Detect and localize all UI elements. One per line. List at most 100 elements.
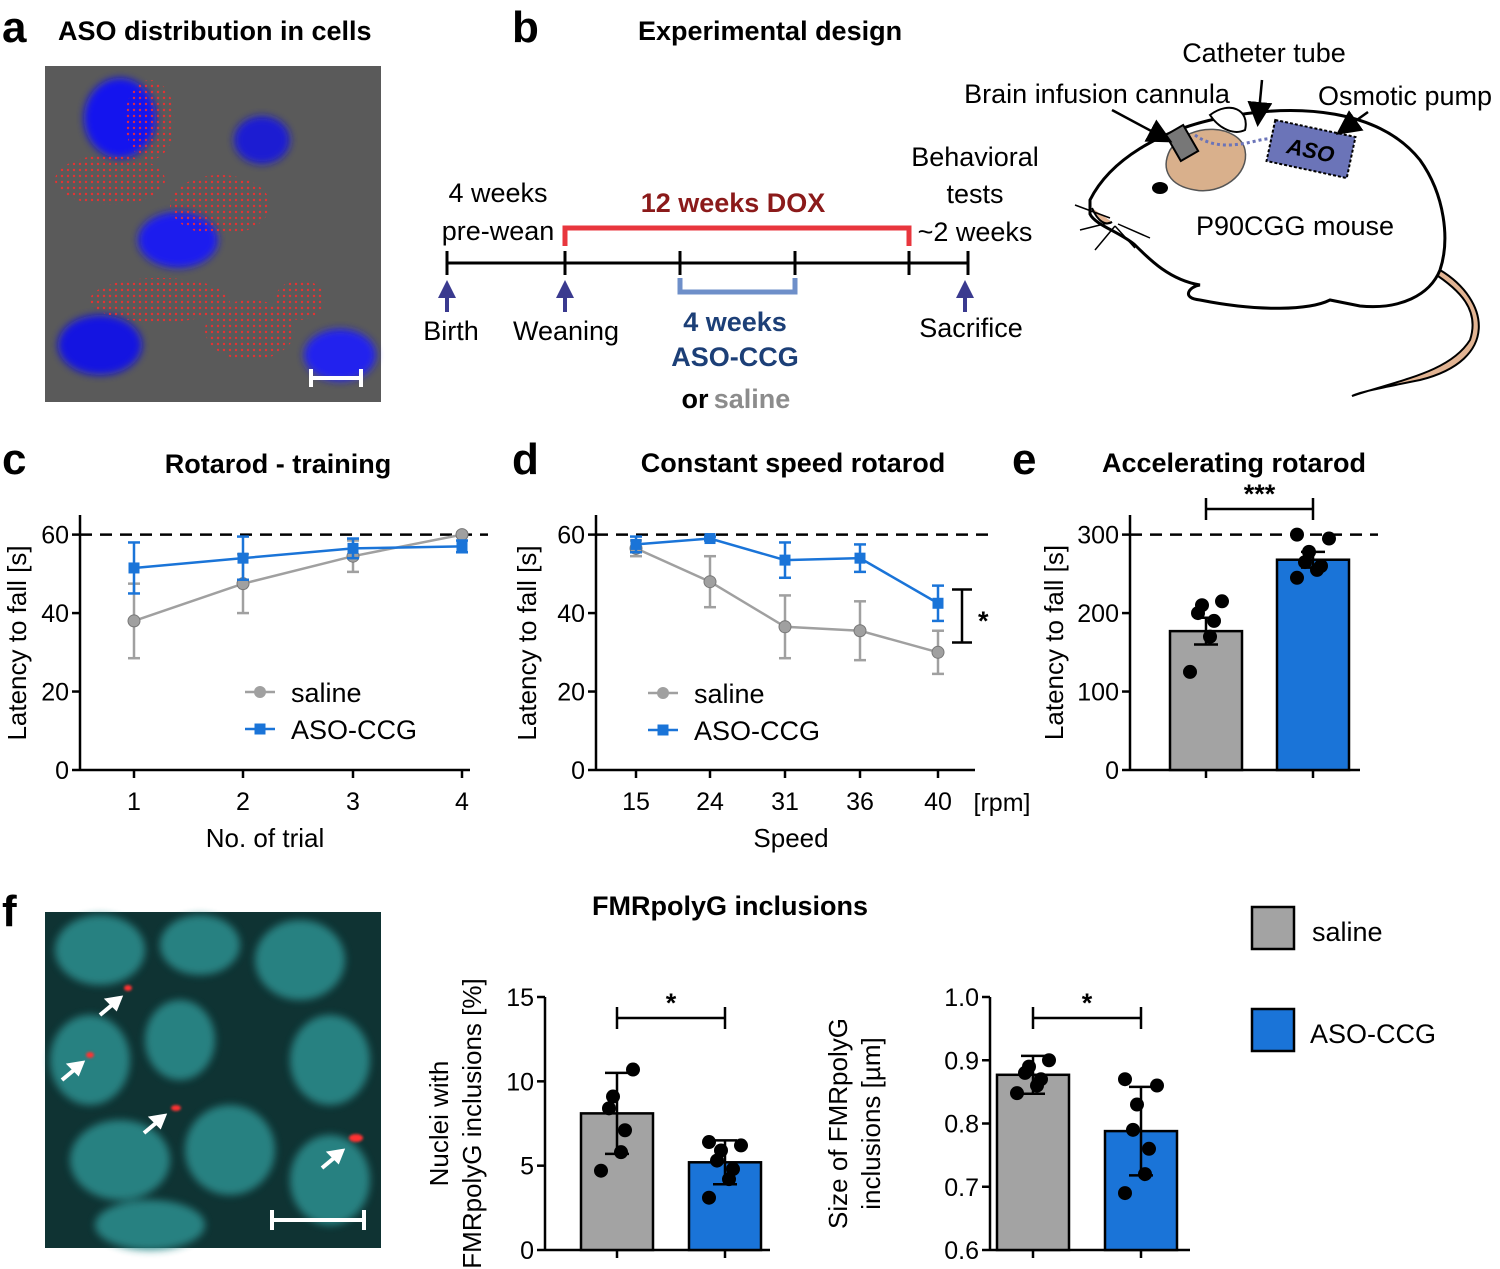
y-axis-label: Latency to fall [s] [1039,545,1069,740]
data-point [1042,1053,1056,1068]
data-point [1207,613,1221,628]
x-tick-label: 3 [346,788,360,816]
or-label: or [682,384,709,414]
aso-ccg-label: ASO-CCG [671,342,799,372]
panel-label-d: d [512,435,539,484]
y-axis-label: Latency to fall [s] [512,545,542,740]
series-line-aso [635,537,939,605]
x-tick-label: 1 [127,788,141,816]
data-point [1130,1097,1144,1112]
y-tick-label: 300 [1077,522,1119,550]
legend-label-aso: ASO-CCG [694,716,820,746]
data-point-aso [237,552,249,564]
data-point [1195,598,1209,613]
data-point [1126,1122,1140,1137]
significance-mark: * [666,988,677,1018]
legend-marker-aso [657,724,669,736]
y-tick-label: 200 [1077,600,1119,628]
data-point [702,1135,716,1150]
data-point [1118,1186,1132,1201]
osmotic-pump [1265,118,1357,180]
pre-wean-line-1: 4 weeks [448,178,547,208]
chart-constant-speed: 0 20 40 60 15 24 31 36 40 saline ASO-CCG Latency to… [512,515,1030,853]
data-point [1034,1072,1048,1087]
pre-wean-line-2: pre-wean [442,216,555,246]
catheter-label: Catheter tube [1182,38,1346,68]
mouse-illustration: ASO [1074,79,1480,397]
data-point-saline [853,624,867,638]
data-point-aso [704,533,716,545]
data-point-aso [347,542,359,554]
data-point-aso [932,597,944,609]
dox-bracket [562,225,912,246]
data-point-saline [931,645,945,659]
cannula [1164,123,1200,163]
panel-label-e: e [1012,435,1036,484]
series-line-saline [133,533,463,623]
panel-b-title: Experimental design [638,16,902,46]
legend-marker-saline [657,687,669,699]
x-axis-label: No. of trial [206,823,325,853]
data-point [1322,531,1336,546]
panel-label-b: b [512,3,539,52]
y-tick-label: 0.9 [944,1047,979,1075]
y-tick-label: 5 [520,1153,534,1181]
significance-mark: * [978,606,989,636]
data-point [626,1062,640,1077]
cannula-label: Brain infusion cannula [964,79,1231,109]
weaning-label: Weaning [513,316,619,346]
y-axis-label-line-1: Nuclei with [424,1061,454,1187]
data-point [1215,594,1229,609]
chart-e-title: Accelerating rotarod [1102,448,1366,478]
data-point [1203,629,1217,644]
y-tick-label: 100 [1077,679,1119,707]
data-point [726,1162,740,1177]
y-tick-label: 1.0 [944,984,979,1012]
data-point [1022,1059,1036,1074]
catheter-tube [1194,133,1281,147]
legend-marker-saline [254,686,266,698]
y-axis-label: Latency to fall [s] [2,545,32,740]
y-tick-label: 10 [506,1068,534,1096]
y-tick-label: 0 [55,757,69,785]
x-tick-label: 40 [924,788,952,816]
behavioral-line-1: Behavioral [911,142,1039,172]
panel-label-f: f [2,887,17,936]
dox-label: 12 weeks DOX [641,188,826,218]
sacrifice-label: Sacrifice [919,313,1023,343]
aso-bracket [677,278,798,295]
y-tick-label: 20 [41,679,69,707]
legend-label-saline: saline [694,679,765,709]
chart-nuclei-inclusions: 0 5 10 15 * Nuclei with FMRpolyG inclusions [%… [424,978,770,1269]
data-point-aso [854,552,866,564]
cell-microscopy-image [45,66,381,402]
behavioral-line-3: ~2 weeks [918,217,1033,247]
data-point [1150,1078,1164,1093]
x-tick-label: 2 [236,788,250,816]
nuclei-microscopy-image [45,912,381,1250]
data-point [714,1143,728,1158]
y-tick-label: 0 [520,1237,534,1265]
x-tick-label: 36 [846,788,874,816]
legend-label-aso: ASO-CCG [291,715,417,745]
data-point [1142,1141,1156,1156]
bar-saline [1168,629,1244,772]
saline-label: saline [714,384,791,414]
data-point-aso [128,562,140,574]
chart-accelerating: 0 100 200 300 *** Latency to fall [s] [1039,479,1378,785]
significance-mark: *** [1244,479,1276,509]
y-tick-label: 0.6 [944,1237,979,1265]
data-point [1138,1167,1152,1182]
legend-aso-label: ASO-CCG [1310,1019,1436,1049]
pump-label: Osmotic pump [1318,81,1492,111]
data-point [734,1138,748,1153]
legend-label-saline: saline [291,678,362,708]
y-tick-label: 0.7 [944,1174,979,1202]
data-point [602,1101,616,1116]
y-tick-label: 20 [557,679,585,707]
data-point [1314,559,1328,573]
data-point-saline [778,620,792,634]
legend-aso-swatch [1250,1007,1296,1053]
timeline-arrows [438,280,974,312]
y-tick-label: 15 [506,984,534,1012]
